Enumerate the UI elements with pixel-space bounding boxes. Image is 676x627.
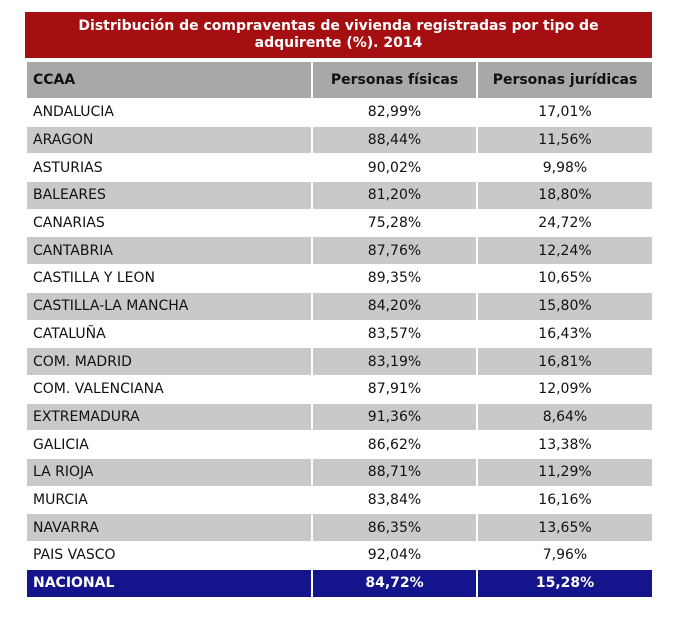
value-cell: 24,72% xyxy=(476,208,654,237)
region-cell: NAVARRA xyxy=(25,513,313,542)
total-value-cell: 15,28% xyxy=(476,568,654,597)
table-row: BALEARES 81,20% 18,80% xyxy=(25,181,654,210)
region-cell: COM. VALENCIANA xyxy=(25,374,313,404)
total-row: NACIONAL 84,72% 15,28% xyxy=(25,568,654,597)
table-row: CASTILLA-LA MANCHA 84,20% 15,80% xyxy=(25,291,654,320)
value-cell: 75,28% xyxy=(311,208,478,237)
value-cell: 84,20% xyxy=(311,291,478,320)
table-row: CASTILLA Y LEON 89,35% 10,65% xyxy=(25,264,654,293)
value-cell: 16,43% xyxy=(476,319,654,348)
value-cell: 81,20% xyxy=(311,181,478,210)
table-row: COM. VALENCIANA 87,91% 12,09% xyxy=(25,374,654,404)
total-label-cell: NACIONAL xyxy=(25,568,313,597)
value-cell: 17,01% xyxy=(476,98,654,127)
header-cell: CCAA xyxy=(25,61,313,99)
region-cell: BALEARES xyxy=(25,181,313,210)
table-row: COM. MADRID 83,19% 16,81% xyxy=(25,347,654,376)
value-cell: 10,65% xyxy=(476,264,654,293)
value-cell: 83,19% xyxy=(311,347,478,376)
table-row: ARAGON 88,44% 11,56% xyxy=(25,125,654,154)
value-cell: 16,81% xyxy=(476,347,654,376)
value-cell: 90,02% xyxy=(311,153,478,182)
region-cell: ASTURIAS xyxy=(25,153,313,182)
table-row: EXTREMADURA 91,36% 8,64% xyxy=(25,402,654,431)
region-cell: LA RIOJA xyxy=(25,457,313,487)
table-row: ASTURIAS 90,02% 9,98% xyxy=(25,153,654,182)
table-row: ANDALUCIA 82,99% 17,01% xyxy=(25,98,654,127)
table-body: ANDALUCIA 82,99% 17,01% ARAGON 88,44% 11,56% A… xyxy=(25,98,654,597)
value-cell: 86,62% xyxy=(311,430,478,459)
header-cell: Personas jurídicas xyxy=(476,61,654,99)
value-cell: 13,65% xyxy=(476,513,654,542)
value-cell: 12,24% xyxy=(476,236,654,265)
value-cell: 16,16% xyxy=(476,485,654,514)
table-row: NAVARRA 86,35% 13,65% xyxy=(25,513,654,542)
header-row: CCAA Personas físicas Personas jurídicas xyxy=(25,61,654,99)
value-cell: 8,64% xyxy=(476,402,654,431)
region-cell: ARAGON xyxy=(25,125,313,154)
value-cell: 12,09% xyxy=(476,374,654,404)
value-cell: 92,04% xyxy=(311,541,478,570)
value-cell: 83,84% xyxy=(311,485,478,514)
region-cell: ANDALUCIA xyxy=(25,98,313,127)
region-cell: CANTABRIA xyxy=(25,236,313,265)
table-row: MURCIA 83,84% 16,16% xyxy=(25,485,654,514)
table-row: CANTABRIA 87,76% 12,24% xyxy=(25,236,654,265)
region-cell: GALICIA xyxy=(25,430,313,459)
value-cell: 82,99% xyxy=(311,98,478,127)
region-cell: MURCIA xyxy=(25,485,313,514)
table-row: PAIS VASCO 92,04% 7,96% xyxy=(25,541,654,570)
value-cell: 87,76% xyxy=(311,236,478,265)
region-cell: EXTREMADURA xyxy=(25,402,313,431)
value-cell: 15,80% xyxy=(476,291,654,320)
value-cell: 91,36% xyxy=(311,402,478,431)
value-cell: 88,44% xyxy=(311,125,478,154)
table-row: CATALUÑA 83,57% 16,43% xyxy=(25,319,654,348)
value-cell: 9,98% xyxy=(476,153,654,182)
value-cell: 88,71% xyxy=(311,457,478,487)
region-cell: CATALUÑA xyxy=(25,319,313,348)
value-cell: 11,56% xyxy=(476,125,654,154)
region-cell: CASTILLA-LA MANCHA xyxy=(25,291,313,320)
table-row: LA RIOJA 88,71% 11,29% xyxy=(25,457,654,487)
value-cell: 18,80% xyxy=(476,181,654,210)
table-title: Distribución de compraventas de vivienda… xyxy=(25,12,652,58)
value-cell: 13,38% xyxy=(476,430,654,459)
value-cell: 83,57% xyxy=(311,319,478,348)
data-table: CCAA Personas físicas Personas jurídicas A… xyxy=(25,61,654,597)
value-cell: 86,35% xyxy=(311,513,478,542)
region-cell: COM. MADRID xyxy=(25,347,313,376)
region-cell: PAIS VASCO xyxy=(25,541,313,570)
total-value-cell: 84,72% xyxy=(311,568,478,597)
value-cell: 87,91% xyxy=(311,374,478,404)
table-row: GALICIA 86,62% 13,38% xyxy=(25,430,654,459)
region-cell: CASTILLA Y LEON xyxy=(25,264,313,293)
value-cell: 7,96% xyxy=(476,541,654,570)
value-cell: 89,35% xyxy=(311,264,478,293)
value-cell: 11,29% xyxy=(476,457,654,487)
header-cell: Personas físicas xyxy=(311,61,478,99)
region-cell: CANARIAS xyxy=(25,208,313,237)
table-row: CANARIAS 75,28% 24,72% xyxy=(25,208,654,237)
